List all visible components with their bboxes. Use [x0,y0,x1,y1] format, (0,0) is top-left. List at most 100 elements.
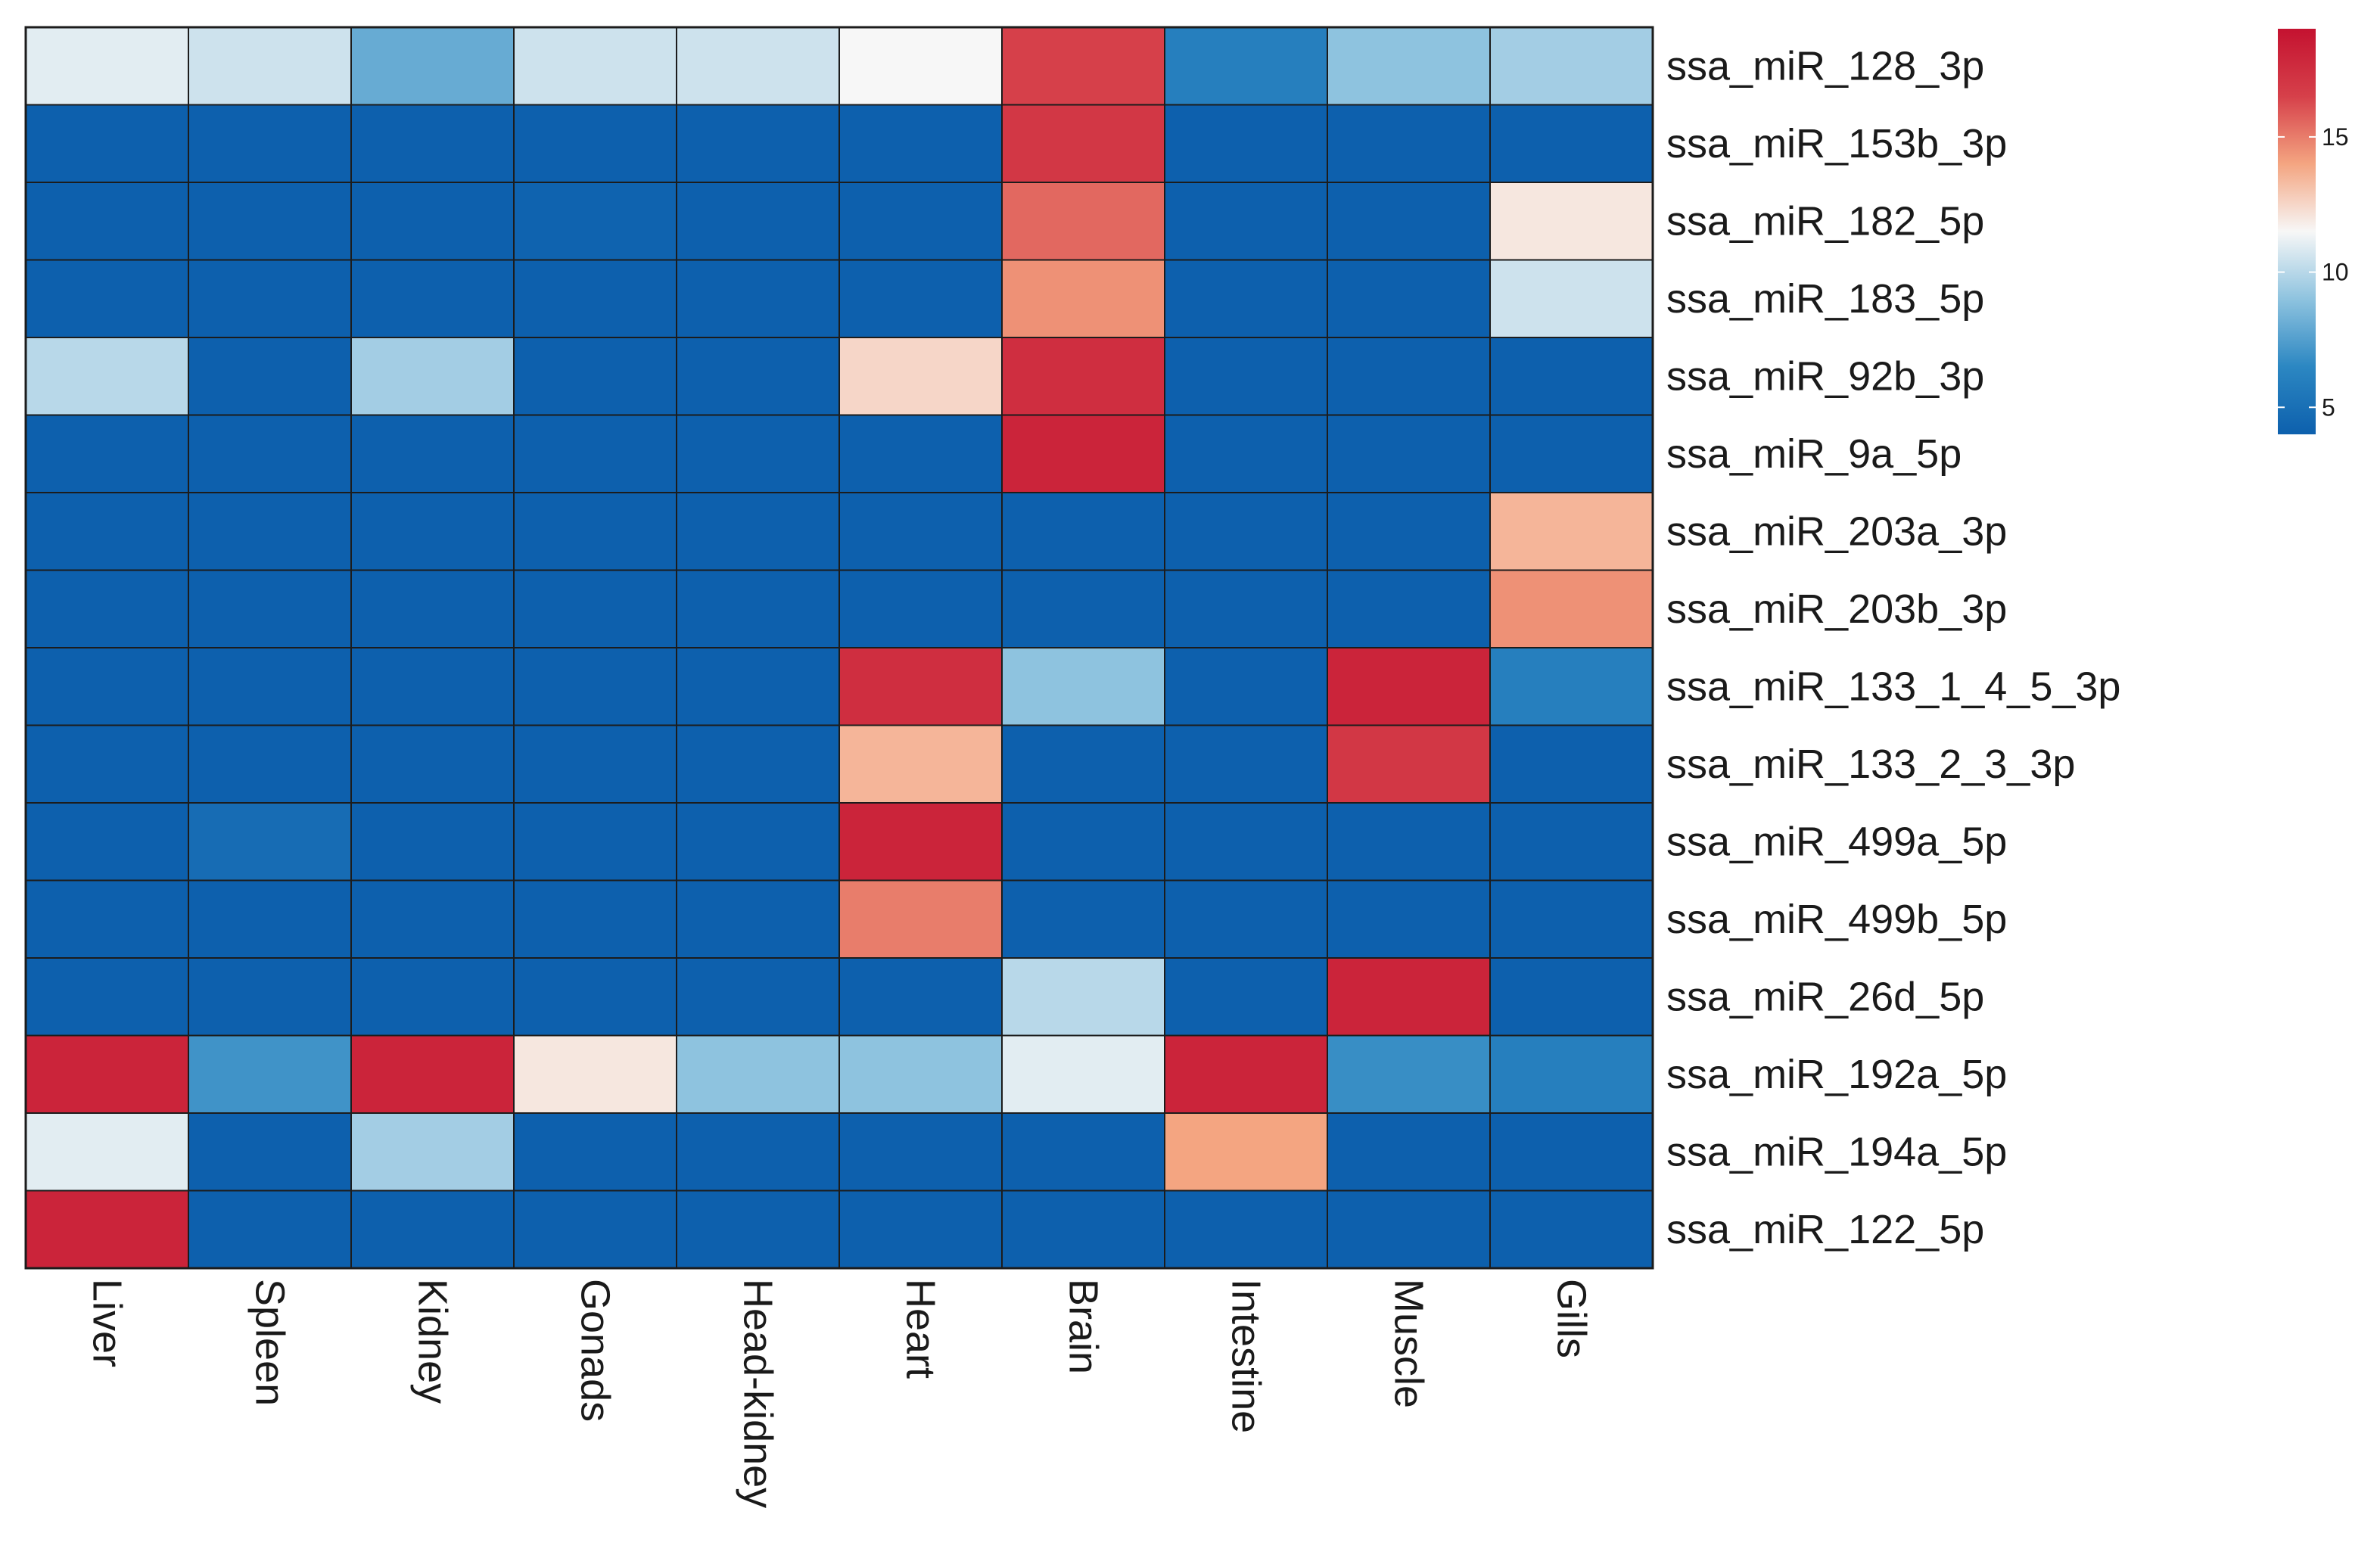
heatmap-cell-ssa-mir-26d-5p-intestine [1164,957,1328,1037]
heatmap-cell-ssa-mir-203a-3p-kidney [350,492,515,571]
row-label-ssa-mir-9a-5p: ssa_miR_9a_5p [1666,431,1962,477]
heatmap-cell-ssa-mir-133-1-4-5-3p-gills [1489,647,1654,726]
heatmap-cell-ssa-mir-92b-3p-spleen [188,337,352,416]
heatmap-cell-ssa-mir-26d-5p-gonads [513,957,677,1037]
heatmap-cell-ssa-mir-122-5p-liver [25,1189,189,1269]
heatmap-cell-ssa-mir-499a-5p-liver [25,802,189,882]
column-label-liver: Liver [85,1279,130,1367]
heatmap-cell-ssa-mir-194a-5p-muscle [1327,1112,1491,1192]
heatmap-cell-ssa-mir-26d-5p-kidney [350,957,515,1037]
heatmap-cell-ssa-mir-153b-3p-gonads [513,104,677,183]
column-label-gonads: Gonads [573,1279,618,1422]
row-label-ssa-mir-26d-5p: ssa_miR_26d_5p [1666,974,1984,1019]
heatmap-cell-ssa-mir-499a-5p-heart [838,802,1003,882]
column-label-head-kidney: Head-kidney [736,1279,781,1508]
heatmap-cell-ssa-mir-499b-5p-heart [838,879,1003,959]
heatmap-cell-ssa-mir-153b-3p-heart [838,104,1003,183]
legend-ticks: 15 10 5 [2278,123,2349,421]
heatmap-cell-ssa-mir-133-2-3-3p-liver [25,724,189,804]
heatmap-cell-ssa-mir-133-2-3-3p-intestine [1164,724,1328,804]
heatmap-cell-ssa-mir-26d-5p-muscle [1327,957,1491,1037]
row-label-ssa-mir-122-5p: ssa_miR_122_5p [1666,1207,1984,1252]
heatmap-cell-ssa-mir-133-1-4-5-3p-heart [838,647,1003,726]
heatmap-cell-ssa-mir-133-1-4-5-3p-gonads [513,647,677,726]
heatmap-cell-ssa-mir-192a-5p-intestine [1164,1034,1328,1114]
legend-color-bar [2278,29,2316,434]
heatmap-cell-ssa-mir-203b-3p-kidney [350,569,515,648]
heatmap-cell-ssa-mir-499a-5p-head-kidney [676,802,840,882]
heatmap-cell-ssa-mir-192a-5p-kidney [350,1034,515,1114]
heatmap-cell-ssa-mir-26d-5p-brain [1001,957,1165,1037]
heatmap-cell-ssa-mir-128-3p-spleen [188,26,352,106]
heatmap-cell-ssa-mir-26d-5p-liver [25,957,189,1037]
heatmap-cell-ssa-mir-153b-3p-liver [25,104,189,183]
heatmap-cell-ssa-mir-183-5p-brain [1001,259,1165,338]
heatmap-cell-ssa-mir-133-1-4-5-3p-kidney [350,647,515,726]
heatmap-cell-ssa-mir-133-2-3-3p-heart [838,724,1003,804]
heatmap-cell-ssa-mir-122-5p-head-kidney [676,1189,840,1269]
heatmap-cell-ssa-mir-9a-5p-liver [25,414,189,493]
heatmap-cell-ssa-mir-9a-5p-gills [1489,414,1654,493]
color-legend: 15 10 5 [2278,29,2349,434]
heatmap-cell-ssa-mir-122-5p-kidney [350,1189,515,1269]
heatmap-cell-ssa-mir-122-5p-gills [1489,1189,1654,1269]
heatmap-cell-ssa-mir-92b-3p-heart [838,337,1003,416]
heatmap-cell-ssa-mir-133-2-3-3p-muscle [1327,724,1491,804]
heatmap-cell-ssa-mir-26d-5p-heart [838,957,1003,1037]
heatmap-cell-ssa-mir-194a-5p-head-kidney [676,1112,840,1192]
heatmap-cell-ssa-mir-92b-3p-gonads [513,337,677,416]
heatmap-cell-ssa-mir-133-1-4-5-3p-liver [25,647,189,726]
heatmap-cell-ssa-mir-499b-5p-gills [1489,879,1654,959]
heatmap-cell-ssa-mir-182-5p-gonads [513,182,677,261]
legend-tick-label: 15 [2322,123,2349,151]
heatmap-cell-ssa-mir-122-5p-gonads [513,1189,677,1269]
heatmap-cell-ssa-mir-153b-3p-gills [1489,104,1654,183]
heatmap-cell-ssa-mir-122-5p-heart [838,1189,1003,1269]
heatmap-cell-ssa-mir-499b-5p-brain [1001,879,1165,959]
heatmap-cell-ssa-mir-192a-5p-gills [1489,1034,1654,1114]
row-label-ssa-mir-192a-5p: ssa_miR_192a_5p [1666,1052,2007,1097]
heatmap-cell-ssa-mir-133-1-4-5-3p-intestine [1164,647,1328,726]
heatmap-cell-ssa-mir-192a-5p-spleen [188,1034,352,1114]
row-labels: ssa_miR_128_3p ssa_miR_153b_3p ssa_miR_182… [1666,43,2120,1252]
heatmap-cell-ssa-mir-9a-5p-spleen [188,414,352,493]
row-label-ssa-mir-203a-3p: ssa_miR_203a_3p [1666,508,2007,554]
heatmap-cell-ssa-mir-192a-5p-heart [838,1034,1003,1114]
heatmap-cell-ssa-mir-153b-3p-kidney [350,104,515,183]
heatmap-cell-ssa-mir-9a-5p-brain [1001,414,1165,493]
heatmap-cell-ssa-mir-203b-3p-muscle [1327,569,1491,648]
heatmap-cell-ssa-mir-203b-3p-heart [838,569,1003,648]
heatmap-cell-ssa-mir-203a-3p-intestine [1164,492,1328,571]
heatmap-cell-ssa-mir-133-1-4-5-3p-spleen [188,647,352,726]
row-label-ssa-mir-133-1-4-5-3p: ssa_miR_133_1_4_5_3p [1666,664,2120,709]
heatmap-cell-ssa-mir-203b-3p-liver [25,569,189,648]
heatmap-cell-ssa-mir-499a-5p-muscle [1327,802,1491,882]
row-label-ssa-mir-182-5p: ssa_miR_182_5p [1666,198,1984,244]
heatmap-cell-ssa-mir-122-5p-brain [1001,1189,1165,1269]
heatmap-cell-ssa-mir-133-2-3-3p-gonads [513,724,677,804]
row-label-ssa-mir-203b-3p: ssa_miR_203b_3p [1666,586,2007,632]
heatmap-cell-ssa-mir-203a-3p-liver [25,492,189,571]
heatmap-cell-ssa-mir-203a-3p-brain [1001,492,1165,571]
row-label-ssa-mir-499b-5p: ssa_miR_499b_5p [1666,897,2007,942]
column-label-spleen: Spleen [247,1279,293,1406]
heatmap-cell-ssa-mir-182-5p-liver [25,182,189,261]
heatmap-cell-ssa-mir-192a-5p-liver [25,1034,189,1114]
row-label-ssa-mir-153b-3p: ssa_miR_153b_3p [1666,121,2007,166]
heatmap-cell-ssa-mir-128-3p-brain [1001,26,1165,106]
heatmap-cell-ssa-mir-133-1-4-5-3p-brain [1001,647,1165,726]
row-label-ssa-mir-92b-3p: ssa_miR_92b_3p [1666,353,1984,399]
heatmap-border [24,26,1654,1270]
heatmap-cell-ssa-mir-203b-3p-brain [1001,569,1165,648]
row-label-ssa-mir-133-2-3-3p: ssa_miR_133_2_3_3p [1666,742,2075,787]
heatmap-cell-ssa-mir-499a-5p-intestine [1164,802,1328,882]
heatmap-cell-ssa-mir-128-3p-head-kidney [676,26,840,106]
heatmap-cell-ssa-mir-92b-3p-head-kidney [676,337,840,416]
heatmap-cell-ssa-mir-499b-5p-muscle [1327,879,1491,959]
heatmap-cell-ssa-mir-153b-3p-muscle [1327,104,1491,183]
heatmap-cell-ssa-mir-203a-3p-heart [838,492,1003,571]
heatmap-cell-ssa-mir-182-5p-muscle [1327,182,1491,261]
heatmap-cell-ssa-mir-183-5p-gills [1489,259,1654,338]
heatmap-cell-ssa-mir-203b-3p-gonads [513,569,677,648]
